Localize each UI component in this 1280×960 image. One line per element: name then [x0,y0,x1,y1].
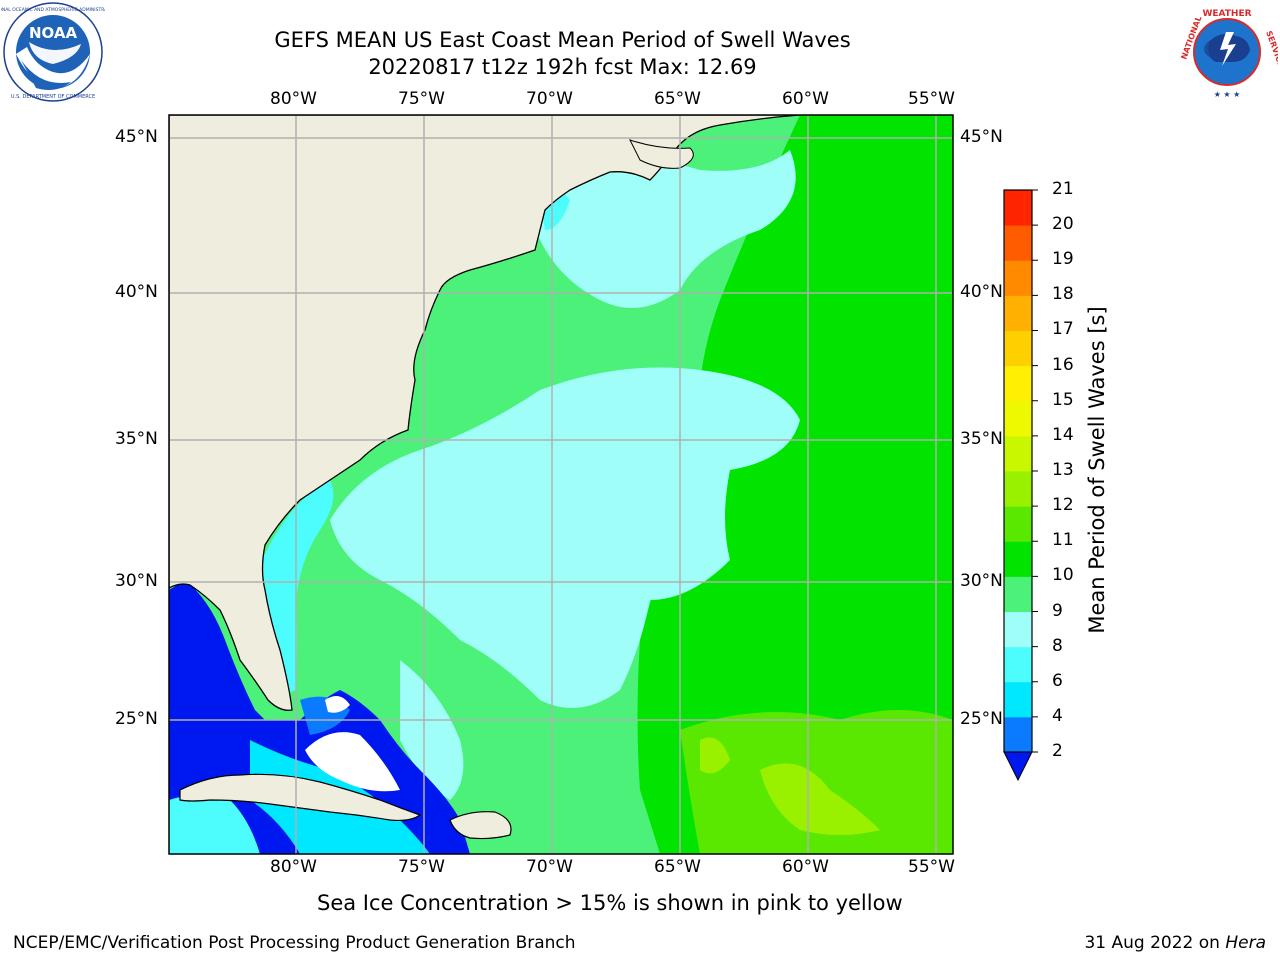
svg-text:U.S. DEPARTMENT OF COMMERCE: U.S. DEPARTMENT OF COMMERCE [11,94,95,100]
bahamas-bank [305,732,400,792]
map-frame [168,114,954,855]
hispaniola-land [449,811,512,840]
colorbar-tick-10: 10 [1052,565,1074,585]
lat-label-right-45n: 45°N [960,127,1003,147]
footer-date-text: 31 Aug 2022 on [1084,933,1226,953]
lat-label-left-30n: 30°N [115,571,158,591]
colorbar-tick-14: 14 [1052,425,1074,445]
footer-branch: NCEP/EMC/Verification Post Processing Pr… [13,933,576,953]
lon-label-bottom-65w: 65°W [654,857,701,877]
lon-label-bottom-70w: 70°W [526,857,573,877]
colorbar-extend-arrow [1003,751,1033,782]
colorbar [1003,189,1038,782]
colorbar-bin-14 [1004,400,1032,437]
nws-logo: WEATHER NATIONAL SERVICE ★ ★ ★ [1176,2,1280,102]
colorbar-tick-15: 15 [1052,390,1074,410]
colorbar-tick-16: 16 [1052,355,1074,375]
band-8-9-central [330,367,800,708]
lat-label-right-40n: 40°N [960,282,1003,302]
colorbar-bin-16 [1004,330,1032,367]
svg-text:NATIONAL OCEANIC AND ATMOSPHER: NATIONAL OCEANIC AND ATMOSPHERIC ADMINIS… [1,7,105,13]
colorbar-bin-13 [1004,435,1032,472]
nova-scotia-land [629,139,694,169]
plot-subtitle: 20220817 t12z 192h fcst Max: 12.69 [368,55,757,79]
lon-label-top-70w: 70°W [526,89,573,109]
lon-label-top-55w: 55°W [908,89,955,109]
graticule [169,115,953,854]
colorbar-bin-19 [1004,225,1032,261]
colorbar-bin-17 [1004,295,1032,331]
colorbar-tick-6: 6 [1052,671,1063,691]
lat-label-left-25n: 25°N [115,709,158,729]
north-america-land [169,115,801,711]
band-6-8-caribbean [169,795,260,854]
svg-text:★ ★ ★: ★ ★ ★ [1214,90,1241,99]
colorbar-bin-8 [1004,611,1032,648]
band-8-9-north [520,150,796,308]
colorbar-tick-2: 2 [1052,741,1063,761]
colorbar-bin-12 [1004,471,1032,507]
colorbar-tick-18: 18 [1052,284,1074,304]
colorbar-bin-10 [1004,541,1032,577]
sea-ice-note: Sea Ice Concentration > 15% is shown in … [317,891,903,915]
colorbar-tick-21: 21 [1052,179,1074,199]
noaa-logo-text: NOAA [29,24,78,42]
lon-label-top-65w: 65°W [654,89,701,109]
lat-label-right-35n: 35°N [960,429,1003,449]
lat-label-left-40n: 40°N [115,282,158,302]
colorbar-tick-19: 19 [1052,249,1074,269]
colorbar-tick-17: 17 [1052,319,1074,339]
lat-label-right-30n: 30°N [960,571,1003,591]
colorbar-bin-9 [1004,576,1032,612]
lon-label-bottom-75w: 75°W [398,857,445,877]
colorbar-bin-6 [1004,646,1032,683]
colorbar-tick-4: 4 [1052,706,1063,726]
lon-label-bottom-55w: 55°W [908,857,955,877]
colorbar-bin-11 [1004,506,1032,542]
noaa-logo: NOAA U.S. DEPARTMENT OF COMMERCE NATIONA… [0,2,118,102]
band-12-13 [760,763,880,835]
lat-label-left-35n: 35°N [115,429,158,449]
footer-machine: Hera [1225,933,1266,953]
colorbar-tick-9: 9 [1052,601,1063,621]
footer-date: 31 Aug 2022 on Hera [1084,933,1266,953]
colorbar-tick-11: 11 [1052,530,1074,550]
cuba-land [179,773,422,822]
land-layer [169,115,801,840]
lon-label-bottom-60w: 60°W [782,857,829,877]
colorbar-bin-2 [1004,716,1032,753]
colorbar-bin-4 [1004,681,1032,718]
colorbar-tick-13: 13 [1052,460,1074,480]
colorbar-bin-18 [1004,260,1032,296]
lon-label-bottom-80w: 80°W [270,857,317,877]
lon-label-top-75w: 75°W [398,89,445,109]
colorbar-label: Mean Period of Swell Waves [s] [1085,306,1109,634]
band-8-9-south [400,660,464,800]
colorbar-tick-12: 12 [1052,495,1074,515]
plot-title: GEFS MEAN US East Coast Mean Period of S… [274,28,851,52]
band-12-13-west [700,737,730,774]
lat-label-right-25n: 25°N [960,709,1003,729]
lon-label-top-80w: 80°W [270,89,317,109]
lon-label-top-60w: 60°W [782,89,829,109]
colorbar-tick-8: 8 [1052,636,1063,656]
colorbar-bin-15 [1004,365,1032,402]
colorbar-tick-20: 20 [1052,214,1074,234]
bahamas-bank-north [325,696,350,713]
svg-text:WEATHER: WEATHER [1202,9,1251,19]
colorbar-bin-20 [1004,190,1032,226]
lat-label-left-45n: 45°N [115,127,158,147]
